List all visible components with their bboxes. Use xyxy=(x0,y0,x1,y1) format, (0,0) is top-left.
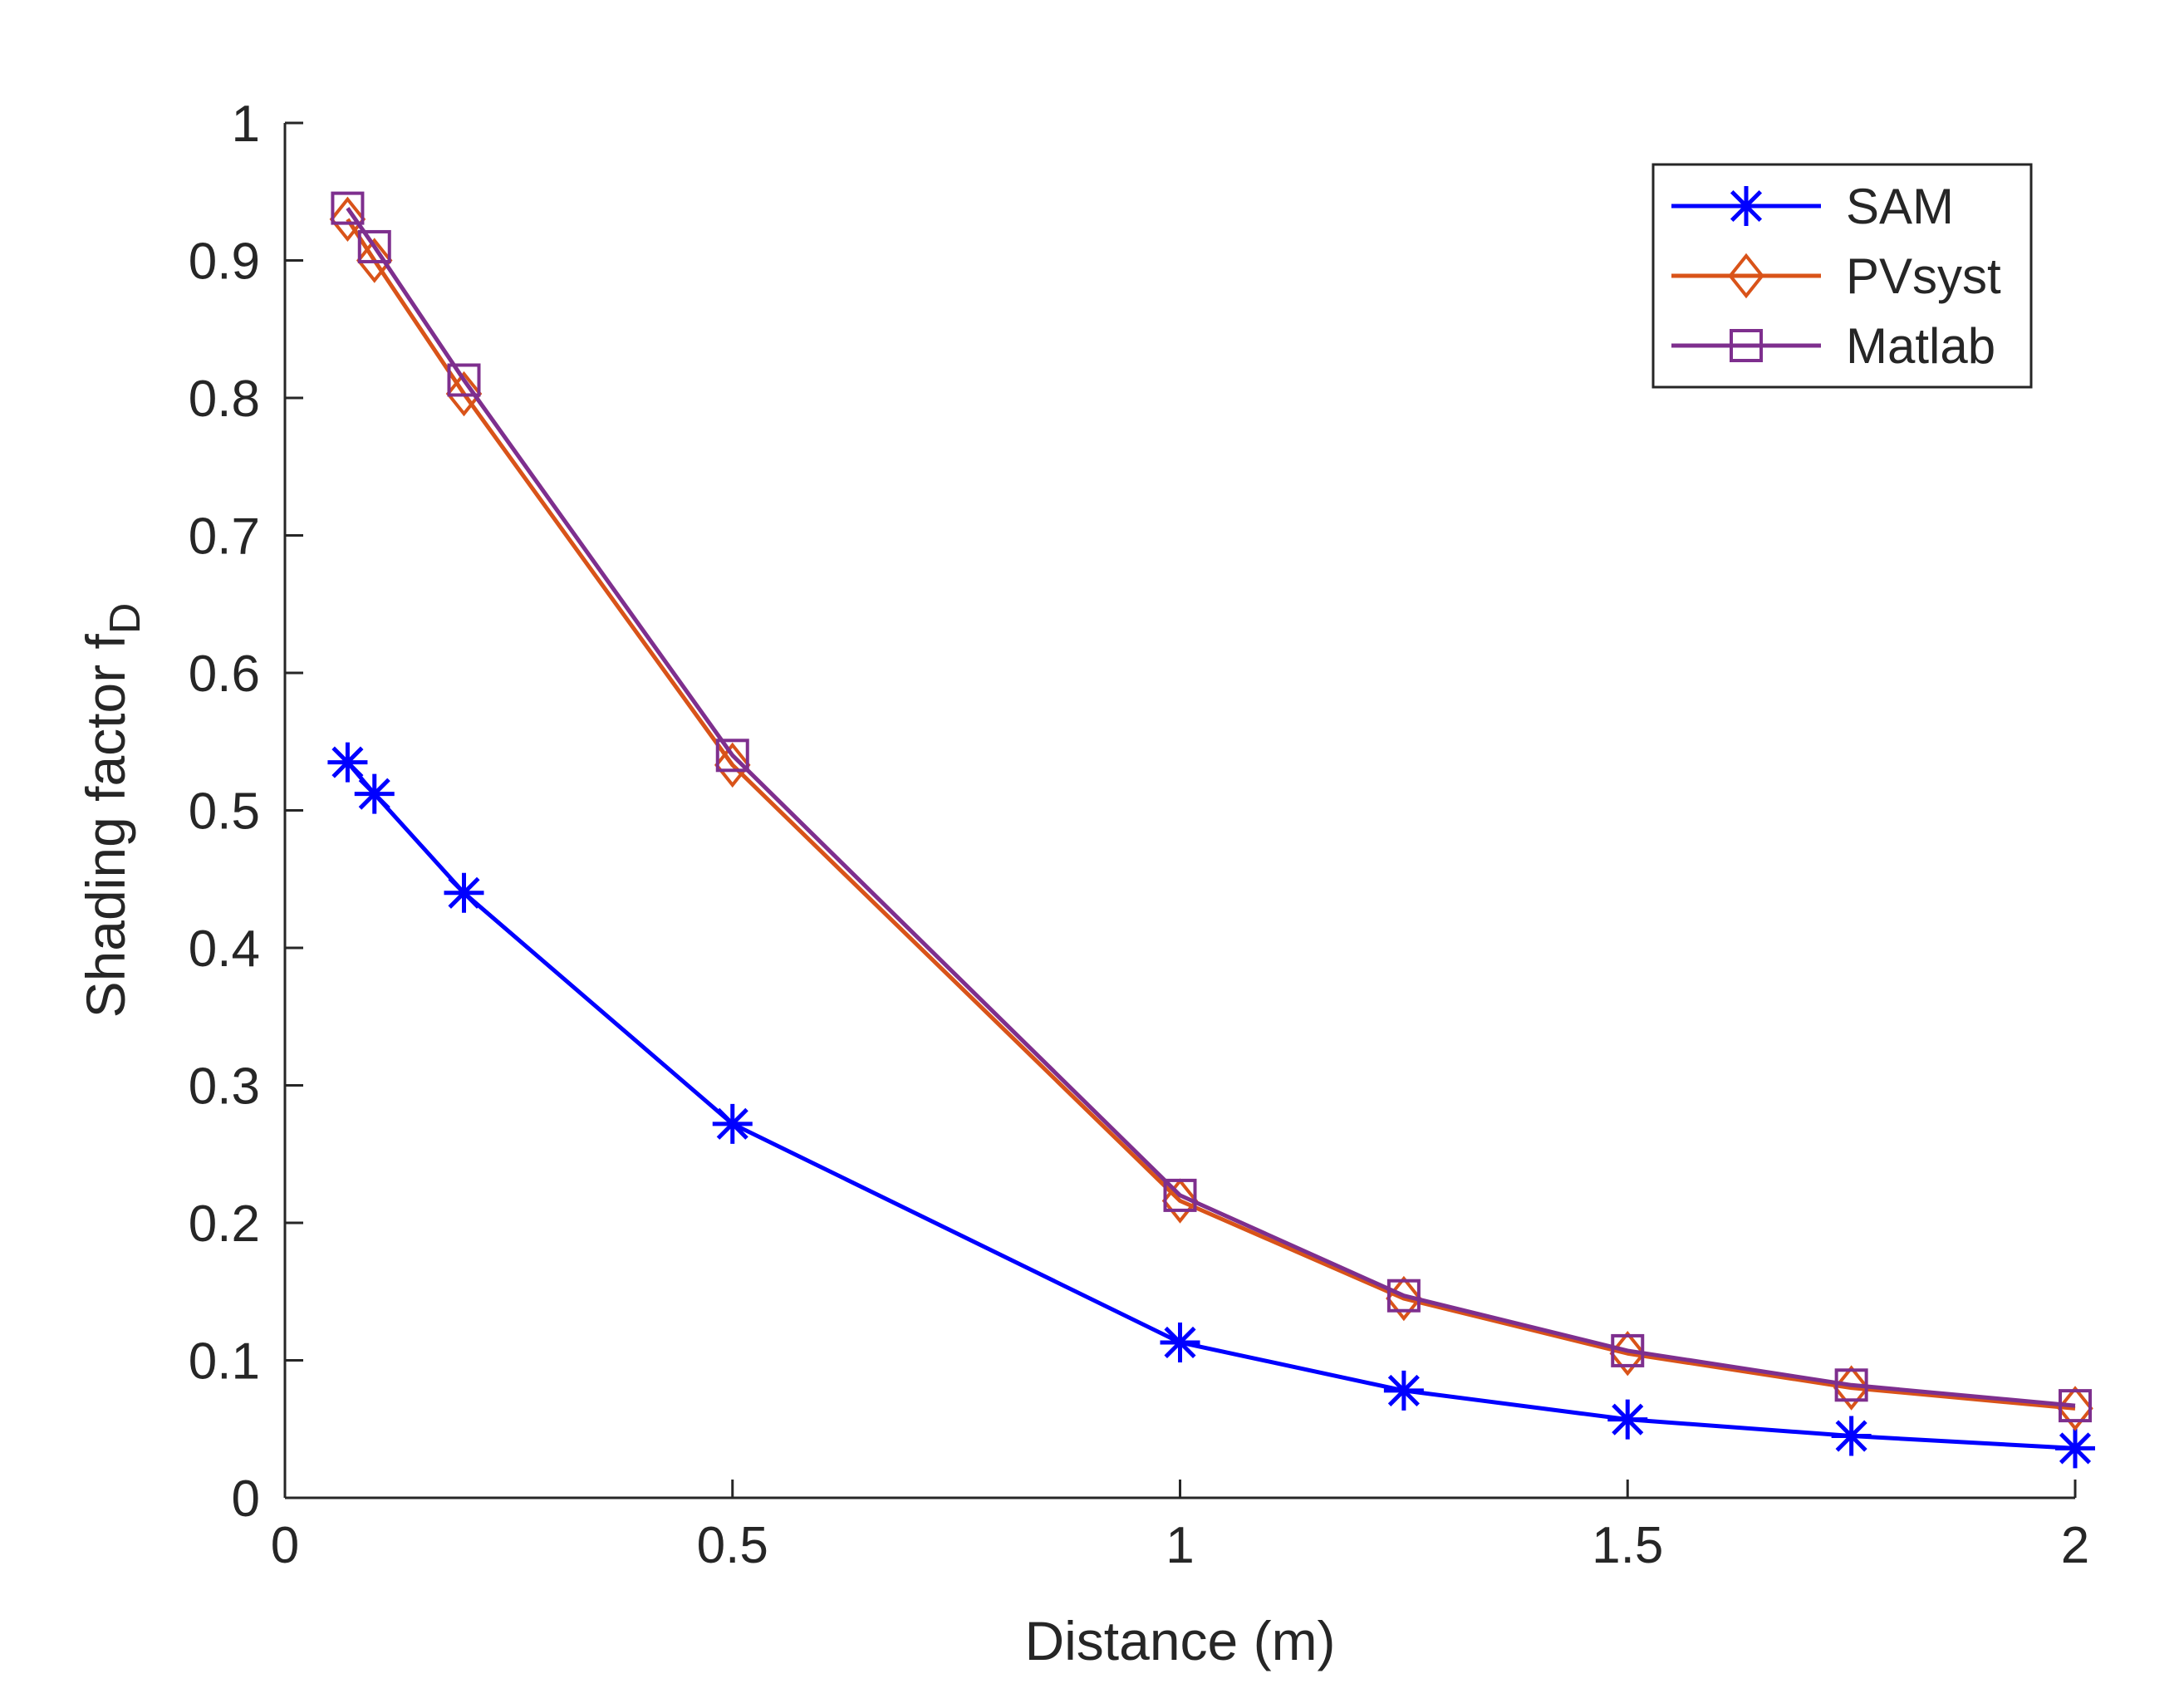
data-point-marker xyxy=(445,371,483,417)
data-point-marker xyxy=(1728,253,1764,299)
series-matlab xyxy=(331,191,2092,1423)
y-tick-label: 0.5 xyxy=(189,783,260,841)
data-point-marker xyxy=(354,773,395,814)
data-point-marker xyxy=(1163,1178,1197,1212)
x-tick-label: 2 xyxy=(2061,1517,2089,1574)
data-point-marker xyxy=(329,196,366,243)
y-tick-label: 0.3 xyxy=(189,1058,260,1116)
y-axis-title-group: Shading factor fD xyxy=(75,603,150,1018)
data-point-marker xyxy=(2059,1389,2092,1423)
y-tick-label: 0.6 xyxy=(189,645,260,703)
y-tick-label: 0.8 xyxy=(189,371,260,428)
legend-entry-pvsyst: PVsyst xyxy=(1671,248,2001,304)
y-tick-label: 0.9 xyxy=(189,233,260,291)
data-point-marker xyxy=(447,363,481,397)
legend-entry-sam: SAM xyxy=(1671,179,1954,234)
series-line xyxy=(346,218,2076,1411)
y-tick-label: 0.7 xyxy=(189,508,260,566)
data-point-marker xyxy=(1833,1365,1870,1411)
y-axis-title-subscript: D xyxy=(101,603,150,635)
data-point-marker xyxy=(1160,1322,1200,1362)
data-point-marker xyxy=(1383,1370,1424,1411)
data-point-marker xyxy=(712,1103,753,1144)
x-tick-label: 1 xyxy=(1166,1517,1194,1574)
data-point-marker xyxy=(714,742,751,788)
series-line xyxy=(346,760,2076,1450)
y-axis-title-main: Shading factor f xyxy=(75,633,136,1018)
x-axis-title: Distance (m) xyxy=(1024,1610,1335,1671)
x-tick-label: 0 xyxy=(271,1517,299,1574)
data-point-marker xyxy=(1386,1279,1421,1313)
y-tick-label: 0.4 xyxy=(189,920,260,978)
series-sam xyxy=(327,742,2095,1469)
axes: 0 0.5 1 1.5 2 0 0.1 0.2 0.3 0.4 0.5 0.6 0.7 0.8 0.9 1 xyxy=(189,96,2089,1574)
data-point-marker xyxy=(444,872,484,913)
data-point-marker xyxy=(1607,1399,1648,1440)
data-point-marker xyxy=(356,238,393,283)
y-tick-label: 0.2 xyxy=(189,1195,260,1253)
legend-label: Matlab xyxy=(1846,318,1995,374)
legend-label: SAM xyxy=(1846,179,1954,234)
data-point-marker xyxy=(331,191,365,225)
y-tick-label: 1 xyxy=(232,96,260,153)
data-point-marker xyxy=(357,229,391,263)
legend: SAM PVsyst Matlab xyxy=(1651,163,2033,389)
x-tick-label: 0.5 xyxy=(697,1517,768,1574)
data-point-marker xyxy=(1161,1178,1199,1224)
data-point-marker xyxy=(2055,1428,2095,1469)
data-point-marker xyxy=(1831,1416,1872,1456)
plot-series xyxy=(327,191,2095,1469)
data-point-marker xyxy=(1730,329,1763,362)
data-point-marker xyxy=(1726,186,1766,226)
data-point-marker xyxy=(715,739,749,773)
legend-label: PVsyst xyxy=(1846,248,2001,304)
series-line xyxy=(346,207,2076,1408)
data-point-marker xyxy=(2057,1386,2093,1431)
data-point-marker xyxy=(1611,1333,1645,1367)
y-tick-label: 0.1 xyxy=(189,1333,260,1391)
x-tick-label: 1.5 xyxy=(1592,1517,1663,1574)
y-tick-label: 0 xyxy=(232,1470,260,1528)
legend-entry-matlab: Matlab xyxy=(1671,318,1995,374)
data-point-marker xyxy=(1834,1368,1868,1402)
y-axis-title: Shading factor fD xyxy=(75,603,150,1018)
data-point-marker xyxy=(327,742,368,783)
